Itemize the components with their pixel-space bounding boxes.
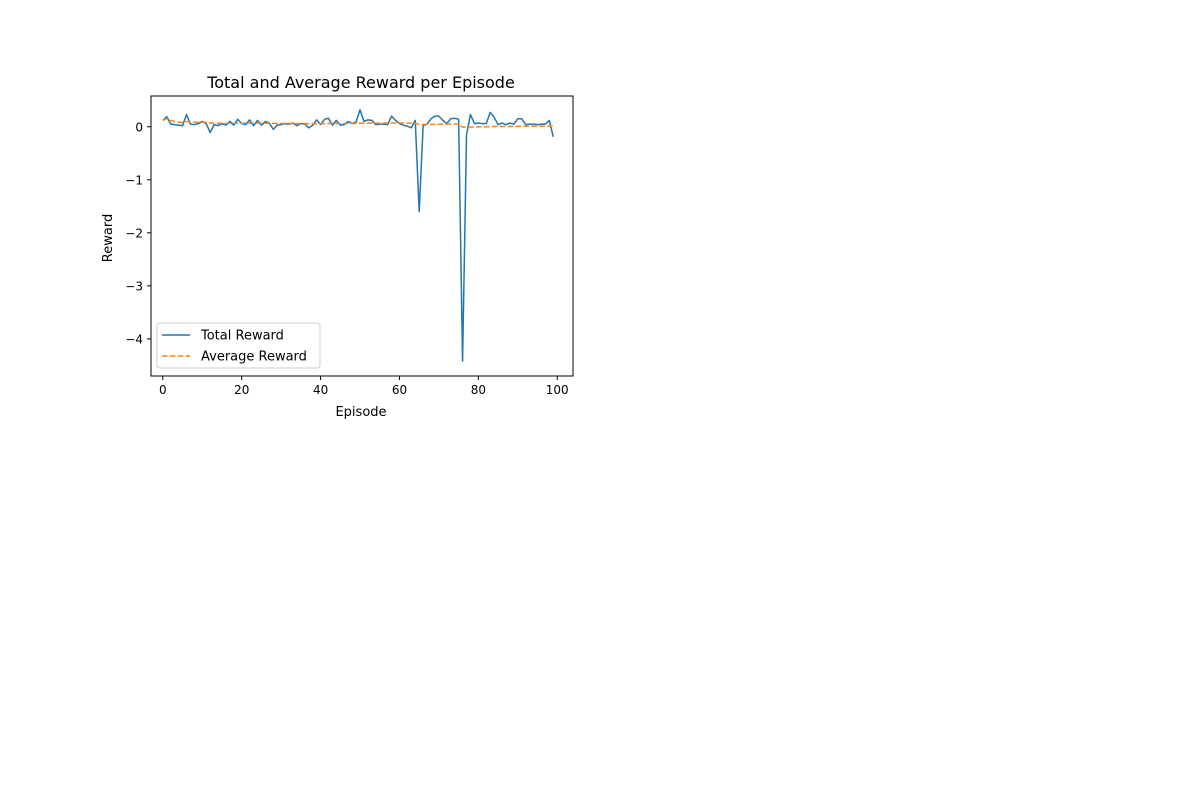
legend: Total Reward Average Reward xyxy=(156,322,321,369)
legend-label-average-reward: Average Reward xyxy=(201,350,307,365)
x-tick-label: 100 xyxy=(546,383,569,397)
y-tick-label: 0 xyxy=(135,120,143,134)
y-tick-label: −3 xyxy=(125,279,143,293)
x-tick-label: 80 xyxy=(471,383,486,397)
plot-series xyxy=(162,109,555,362)
x-tick-label: 0 xyxy=(159,383,167,397)
x-tick-label: 40 xyxy=(313,383,328,397)
axis-ticks: 0 20 40 60 80 100 0 −1 −2 −3 −4 xyxy=(125,120,568,397)
chart-title: Total and Average Reward per Episode xyxy=(206,73,515,92)
x-tick-label: 60 xyxy=(392,383,407,397)
y-tick-label: −1 xyxy=(125,173,143,187)
average-reward-line xyxy=(162,117,554,128)
legend-box xyxy=(156,322,321,369)
y-tick-label: −2 xyxy=(125,226,143,240)
x-axis-label: Episode xyxy=(335,405,386,420)
axes-frame xyxy=(150,95,574,377)
x-tick-label: 20 xyxy=(234,383,249,397)
y-axis-label: Reward xyxy=(101,214,116,262)
y-tick-label: −4 xyxy=(125,332,143,346)
legend-label-total-reward: Total Reward xyxy=(200,329,284,344)
